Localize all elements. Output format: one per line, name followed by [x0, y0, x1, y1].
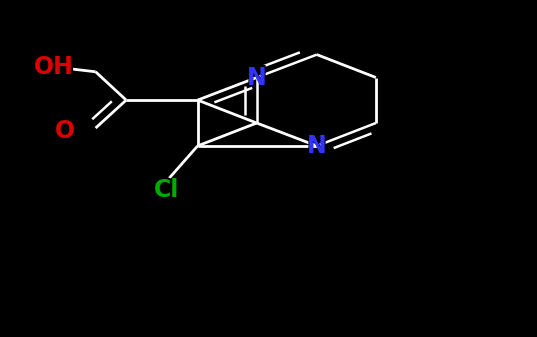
Text: N: N: [307, 134, 326, 158]
Text: Cl: Cl: [152, 177, 181, 203]
Text: N: N: [246, 64, 267, 91]
Text: O: O: [53, 118, 76, 144]
Text: OH: OH: [32, 54, 76, 81]
Text: N: N: [247, 65, 266, 90]
Text: OH: OH: [34, 55, 74, 80]
Text: Cl: Cl: [154, 178, 179, 202]
Text: O: O: [54, 119, 75, 143]
Text: N: N: [306, 133, 328, 159]
